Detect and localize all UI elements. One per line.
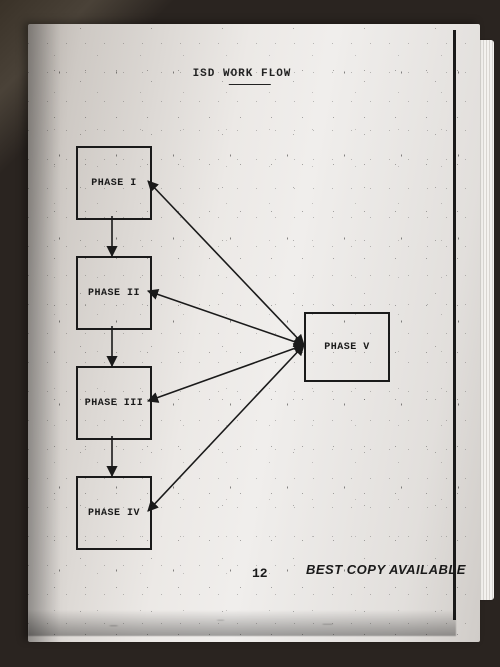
best-copy-stamp: BEST COPY AVAILABLE xyxy=(306,562,466,577)
page-right-margin-rule xyxy=(453,30,456,620)
title-underline xyxy=(229,84,271,85)
node-label: PHASE III xyxy=(85,398,144,409)
bottom-toner-smudge xyxy=(28,610,456,636)
node-p5: PHASE V xyxy=(304,312,390,382)
node-p1: PHASE I xyxy=(76,146,152,220)
node-label: PHASE IV xyxy=(88,508,140,519)
page-stack-edge xyxy=(478,40,494,600)
page-number: 12 xyxy=(252,566,268,581)
scanned-page: ISD WORK FLOW PHASE I PHASE II PHASE III PH… xyxy=(28,24,480,642)
node-label: PHASE II xyxy=(88,288,140,299)
diagram-title: ISD WORK FLOW xyxy=(28,68,456,80)
node-label: PHASE V xyxy=(324,342,370,353)
node-p3: PHASE III xyxy=(76,366,152,440)
node-label: PHASE I xyxy=(91,178,137,189)
node-p2: PHASE II xyxy=(76,256,152,330)
node-p4: PHASE IV xyxy=(76,476,152,550)
